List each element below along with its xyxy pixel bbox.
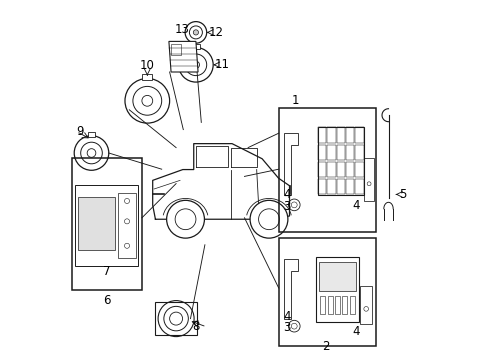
Bar [336,145,345,160]
Bar [75,185,138,266]
Text: 4: 4 [352,199,359,212]
Circle shape [193,30,198,35]
Text: 12: 12 [208,26,223,39]
Bar [317,145,326,160]
Text: 4: 4 [352,325,359,338]
Bar [317,179,326,194]
Bar [326,145,335,160]
Text: 4: 4 [283,188,290,201]
Bar [72,158,142,290]
Bar [326,162,335,177]
Text: 11: 11 [215,58,229,71]
Bar [346,127,354,143]
Bar [278,238,375,346]
Bar [355,162,363,177]
Text: 4: 4 [283,310,290,323]
Bar [360,286,371,324]
Text: 6: 6 [102,294,110,307]
Bar [327,296,332,314]
Bar [317,127,364,195]
Text: 13: 13 [175,23,190,36]
Bar [118,193,136,258]
Bar [78,197,115,250]
Bar [319,262,355,291]
Bar [171,44,181,55]
Bar [336,127,345,143]
Bar [315,257,359,322]
Polygon shape [168,41,198,72]
Bar [192,44,200,49]
Bar [355,145,363,160]
Text: 3: 3 [283,201,290,213]
Bar [278,108,375,232]
Bar [346,179,354,194]
Bar [320,296,325,314]
Bar [142,74,152,80]
Bar [346,162,354,177]
Text: 10: 10 [140,59,154,72]
Text: 9: 9 [76,125,84,138]
Bar [336,179,345,194]
Bar [364,158,373,201]
Circle shape [249,200,287,238]
Bar [355,179,363,194]
Bar [349,296,354,314]
Bar [317,162,326,177]
Bar [355,127,363,143]
Bar [317,127,326,143]
Bar [334,296,339,314]
Text: 3: 3 [283,321,290,334]
Text: 1: 1 [291,94,298,107]
Text: 5: 5 [399,188,406,201]
Bar [336,162,345,177]
Bar [326,179,335,194]
Bar [326,127,335,143]
Circle shape [166,200,204,238]
Bar [87,132,95,137]
Text: 8: 8 [192,320,199,333]
Text: 2: 2 [322,340,329,353]
Text: 7: 7 [102,265,110,278]
Bar [155,302,196,335]
Bar [342,296,346,314]
Bar [346,145,354,160]
